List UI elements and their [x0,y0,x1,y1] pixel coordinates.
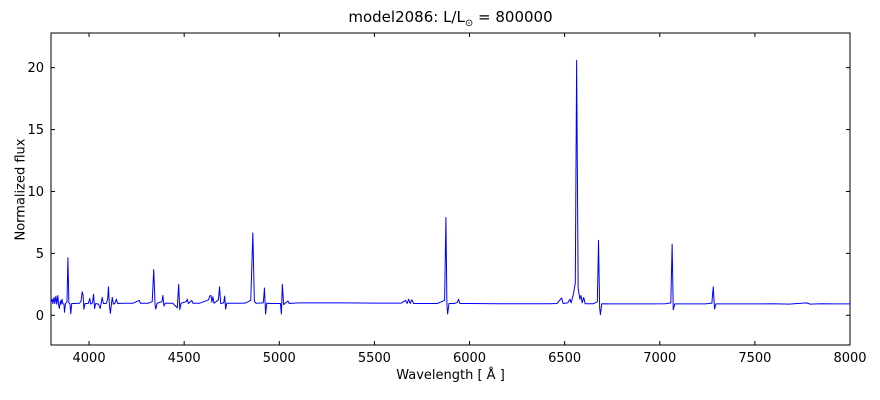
x-tick-label: 4000 [73,351,106,366]
y-tick-label: 15 [27,123,44,138]
x-tick-label: 8000 [833,351,866,366]
chart-title-prefix: model2086: L/L [348,8,465,26]
y-axis-label: Normalized flux [13,138,29,241]
x-tick-label: 5500 [358,351,391,366]
x-tick-label: 6000 [453,351,486,366]
y-tick-label: 5 [36,247,44,262]
x-axis-label: Wavelength [ Å ] [396,368,505,383]
x-tick-label: 7000 [643,351,676,366]
x-tick-label: 7500 [738,351,771,366]
x-tick-label: 5000 [263,351,296,366]
spectrum-line [50,59,850,316]
y-tick-label: 20 [27,61,44,76]
chart-title-suffix: = 800000 [473,8,553,26]
axes-frame [50,32,851,346]
y-tick-label: 10 [27,185,44,200]
y-tick-label: 0 [36,309,44,324]
chart-title: model2086: L/L⊙ = 800000 [51,8,850,29]
x-tick-label: 4500 [168,351,201,366]
sun-symbol: ⊙ [464,18,474,29]
x-tick-label: 6500 [548,351,581,366]
